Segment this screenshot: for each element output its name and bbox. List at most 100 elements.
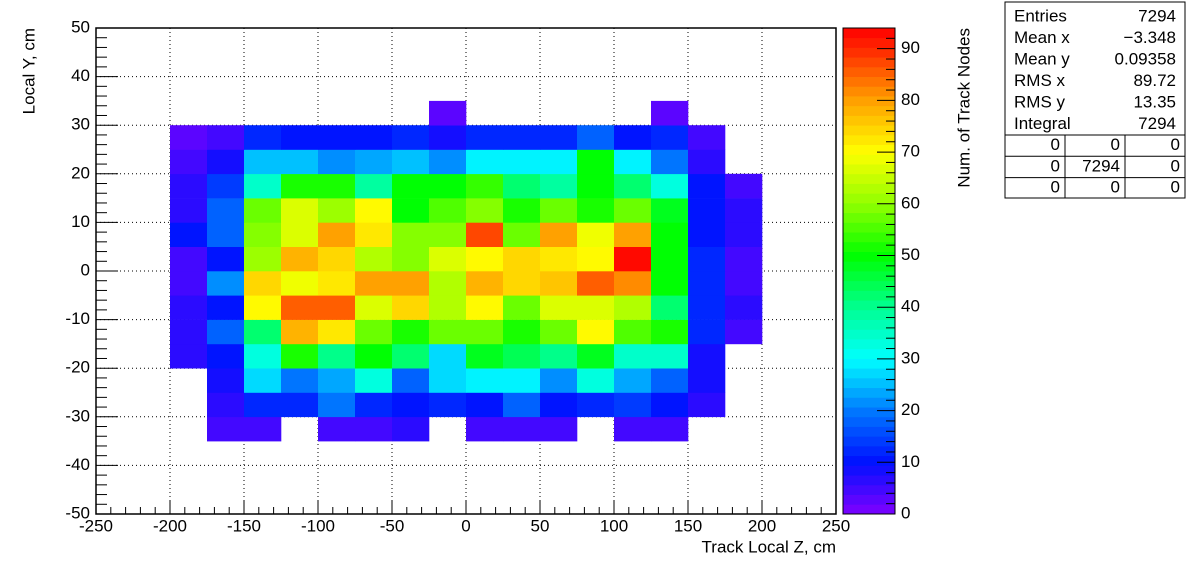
heatmap-cell [688,173,726,199]
y-tick-label: 30 [71,115,90,134]
heatmap-cell [170,319,208,345]
heatmap-cell [429,295,467,320]
heatmap-cell [244,149,282,175]
heatmap-cell [688,271,726,296]
heatmap-cell [244,368,282,393]
heatmap-cell [281,246,319,272]
heatmap-cell [392,416,430,442]
stats-value: 7294 [1138,6,1176,25]
heatmap-cell [577,271,615,296]
heatmap-cell [207,173,245,199]
heatmap-cell [503,246,541,272]
colorbar-frame [842,27,896,515]
heatmap-cell [318,271,356,296]
stats-name: RMS x [1014,71,1066,90]
heatmap-cell [355,173,393,199]
colorbar-band [843,445,895,457]
heatmap-cell [688,198,726,223]
heatmap-cell [688,246,726,272]
heatmap-cell [688,319,726,345]
heatmap-cell [540,295,578,320]
heatmap-cell [429,222,467,247]
heatmap-cell [577,149,615,175]
heatmap-cell [466,416,504,442]
heatmap-cell [651,295,689,320]
colorbar-band [843,436,895,447]
heatmap-cell [170,198,208,223]
heatmap-cell [614,416,652,442]
colorbar-band [843,193,895,204]
z-tick-label: 90 [901,38,920,57]
colorbar-band [843,164,895,175]
stats-table-cell: 0 [1051,135,1060,154]
heatmap-cell [466,343,504,369]
heatmap-cell [170,271,208,296]
heatmap-cell [318,295,356,320]
heatmap-cell [355,271,393,296]
heatmap-cell [540,319,578,345]
heatmap-cell [540,149,578,175]
heatmap-cell [355,125,393,150]
colorbar-band [843,300,895,311]
colorbar-band [843,377,895,389]
stats-value: 0.09358 [1115,49,1176,68]
colorbar-band [843,358,895,369]
heatmap-cell [392,246,430,272]
heatmap-cell [577,392,615,418]
heatmap-cell [466,295,504,320]
heatmap-cell [170,125,208,150]
heatmap-cell [614,343,652,369]
heatmap-cell [244,319,282,345]
heatmap-cell [392,125,430,150]
heatmap-cell [244,343,282,369]
heatmap-cell [207,343,245,369]
stats-name: Integral [1014,114,1071,133]
heatmap-cell [207,125,245,150]
colorbar-band [843,115,895,126]
heatmap-cell [651,416,689,442]
colorbar-band [843,125,895,136]
colorbar-band [843,28,895,39]
heatmap-cell [614,125,652,150]
heatmap-cell [466,125,504,150]
stats-box [1004,1,1186,199]
heatmap-cell [503,173,541,199]
stats-table-cell: 0 [1171,135,1180,154]
heatmap-cell [651,271,689,296]
heatmap-cell [614,295,652,320]
heatmap-cell [355,343,393,369]
colorbar-band [843,455,895,466]
x-tick-label: 50 [531,516,550,535]
heatmap-cell [577,368,615,393]
heatmap-cell [466,271,504,296]
heatmap-cell [355,149,393,175]
stats-table-cell: 0 [1171,178,1180,197]
heatmap-cell [429,343,467,369]
heatmap-cell [503,392,541,418]
colorbar-band [843,232,895,243]
heatmap-cell [503,198,541,223]
heatmap-cell [725,198,763,223]
y-tick-label: 40 [71,66,90,85]
heatmap-cell [318,149,356,175]
heatmap-cell [466,198,504,223]
heatmap-cell [207,198,245,223]
colorbar-band [843,134,895,146]
x-axis-label: Track Local Z, cm [702,537,836,556]
y-tick-label: 20 [71,163,90,182]
heatmap-cell [540,222,578,247]
heatmap-cell [355,295,393,320]
heatmap-cell [577,246,615,272]
heatmap-cell [725,271,763,296]
heatmap-cell [281,125,319,150]
heatmap-cell [355,392,393,418]
x-tick-label: -250 [79,516,113,535]
heatmap-cell [466,246,504,272]
z-tick-label: 30 [901,348,920,367]
heatmap-cell [651,222,689,247]
heatmap-cell [577,125,615,150]
colorbar-band [843,494,895,505]
heatmap-cell [318,125,356,150]
colorbar-band [843,86,895,97]
heatmap-cell [170,343,208,369]
